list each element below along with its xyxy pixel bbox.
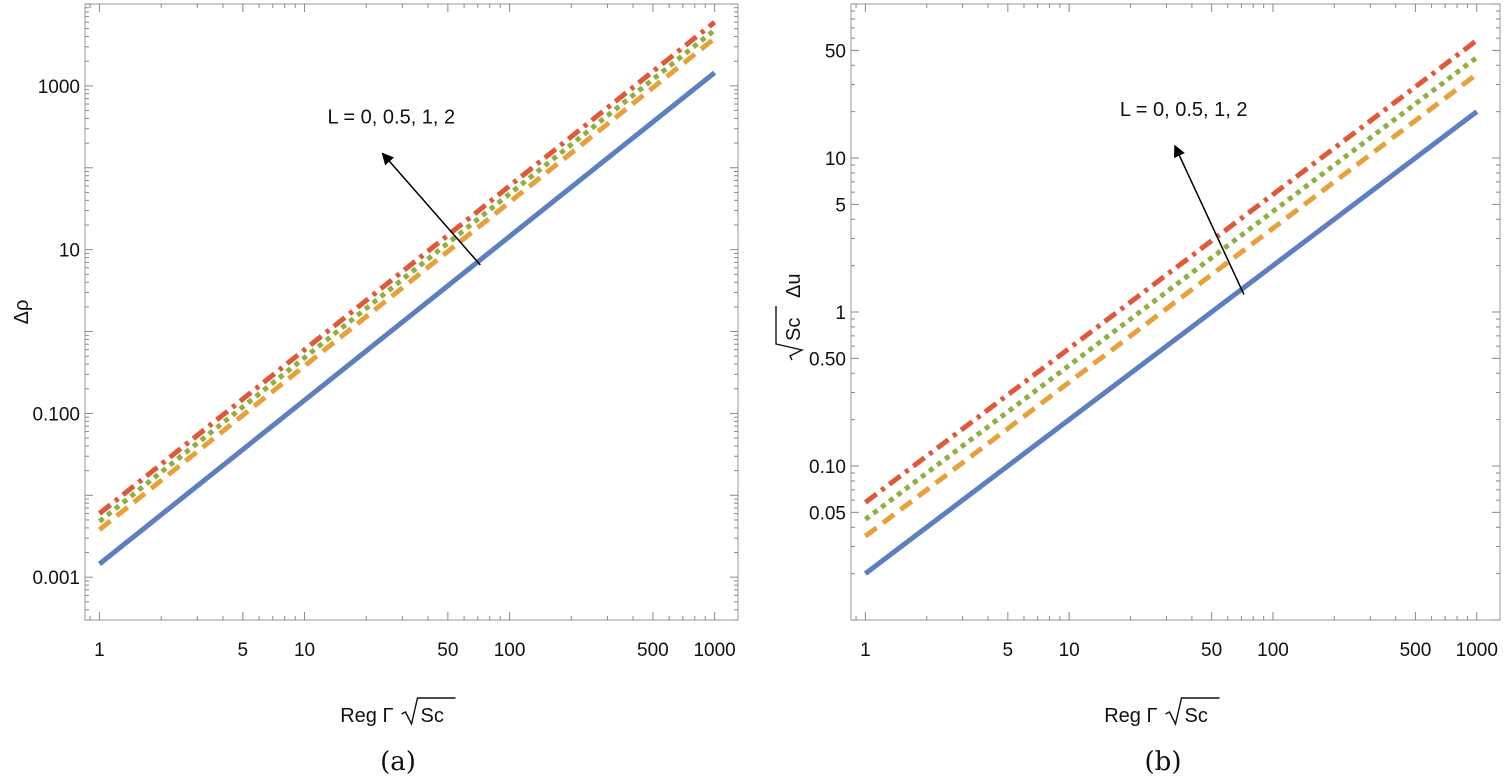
x-tick-label: 1000 (693, 640, 735, 661)
y-axis-label-radicand: Sc (783, 318, 805, 341)
y-tick-label: 10 (59, 241, 80, 262)
x-tick-label: 100 (1257, 640, 1289, 661)
radical-sign (401, 697, 456, 727)
y-tick-label: 1 (835, 303, 846, 324)
radical-sign (775, 306, 805, 361)
panel-caption: (b) (1145, 747, 1182, 777)
series-line-solid (863, 109, 1479, 576)
y-tick-label: 0.10 (809, 457, 846, 478)
annotation-arrow (381, 152, 481, 266)
x-axis-label: Reg Γ Sc (340, 697, 456, 727)
y-tick-label: 5 (835, 195, 846, 216)
series-line-dashdot (863, 38, 1479, 505)
x-tick-label: 100 (494, 640, 526, 661)
annotation-label: L = 0, 0.5, 1, 2 (327, 106, 455, 128)
x-axis-label-radicand: Sc (1185, 705, 1208, 727)
series-line-dashdot (97, 20, 717, 516)
y-tick-label: 0.05 (809, 503, 846, 524)
annotation-label: L = 0, 0.5, 1, 2 (1120, 99, 1248, 121)
y-tick-label: 0.50 (809, 349, 846, 370)
x-tick-label: 1 (860, 640, 871, 661)
series-line-dotted (97, 28, 717, 524)
series-line-solid (97, 70, 717, 566)
series-line-dashed (863, 72, 1479, 539)
panel-a: 1 5 10 50 100 500 1000 0.001 0.100 10 1000 L = 0, 0… (11, 3, 739, 777)
y-axis-label-suffix: Δu (783, 274, 805, 298)
x-tick-label: 50 (437, 640, 458, 661)
x-tick-label: 500 (637, 640, 669, 661)
y-tick-label: 50 (825, 41, 846, 62)
y-axis-label: Sc Δu (775, 274, 805, 361)
x-tick-label: 5 (1003, 640, 1014, 661)
x-axis-label-prefix: Reg Γ (340, 705, 393, 727)
x-axis-label-radicand: Sc (421, 705, 444, 727)
radical-sign (1165, 697, 1220, 727)
y-axis-label-text: Δρ (11, 300, 33, 325)
panel-b: 1 5 10 50 100 500 1000 0.05 0.10 0.50 1 5 10 50 L = 0,… (775, 3, 1501, 777)
y-tick-label: 1000 (38, 77, 80, 98)
x-tick-label: 500 (1400, 640, 1432, 661)
series-line-dotted (863, 55, 1479, 522)
x-tick-label: 5 (238, 640, 249, 661)
y-axis-label: Δρ (11, 300, 33, 325)
y-tick-label: 0.001 (32, 568, 80, 589)
y-tick-label: 10 (825, 149, 846, 170)
y-tick-label: 0.100 (32, 404, 80, 425)
x-axis-label: Reg Γ Sc (1104, 697, 1220, 727)
plot-frame (84, 3, 739, 621)
x-tick-label: 10 (294, 640, 315, 661)
x-tick-label: 10 (1059, 640, 1080, 661)
x-tick-label: 50 (1201, 640, 1222, 661)
x-axis-label-prefix: Reg Γ (1104, 705, 1157, 727)
x-tick-label: 1 (94, 640, 105, 661)
panel-caption: (a) (380, 747, 416, 777)
x-tick-label: 1000 (1456, 640, 1498, 661)
annotation-arrow (1173, 144, 1245, 295)
